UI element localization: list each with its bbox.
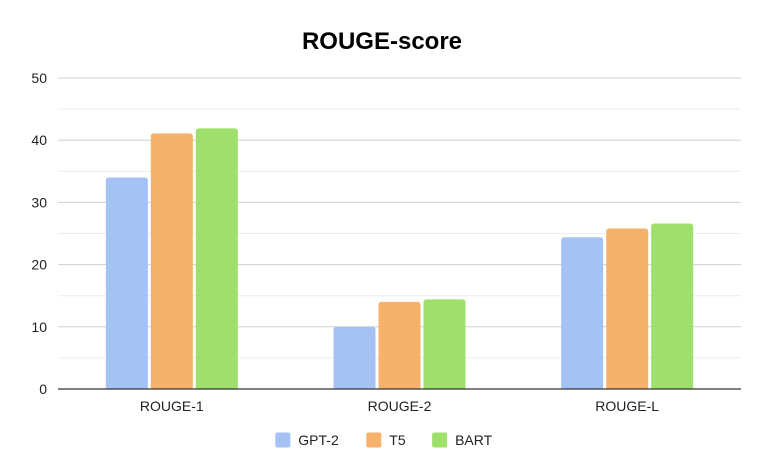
legend-label: T5 [389, 432, 406, 448]
legend: GPT-2 T5 BART [275, 432, 493, 448]
bar-t5-rouge-2 [378, 301, 421, 389]
bar-bart-rouge-2 [423, 299, 466, 389]
legend-label: GPT-2 [298, 432, 339, 448]
x-category-label: ROUGE-2 [368, 398, 432, 414]
y-axis-ticks: 0 10 20 30 40 50 [31, 70, 47, 397]
legend-swatch [366, 432, 382, 448]
legend-swatch [432, 432, 448, 448]
x-category-label: ROUGE-1 [140, 398, 204, 414]
legend-label: BART [455, 432, 493, 448]
y-tick-label: 20 [31, 257, 47, 273]
y-tick-label: 50 [31, 70, 47, 86]
bar-gpt-2-rouge-2 [333, 326, 376, 389]
bar-gpt-2-rouge-l [561, 237, 604, 389]
bar-bart-rouge-l [651, 223, 694, 389]
x-axis-categories: ROUGE-1 ROUGE-2 ROUGE-L [140, 398, 659, 414]
bar-bart-rouge-1 [195, 128, 238, 389]
bar-t5-rouge-l [606, 228, 649, 389]
y-tick-label: 30 [31, 194, 47, 210]
legend-swatch [275, 432, 291, 448]
y-tick-label: 40 [31, 132, 47, 148]
y-tick-label: 0 [39, 381, 47, 397]
bars [105, 128, 694, 389]
bar-gpt-2-rouge-1 [105, 177, 148, 389]
x-category-label: ROUGE-L [595, 398, 659, 414]
y-tick-label: 10 [31, 319, 47, 335]
bar-t5-rouge-1 [150, 133, 193, 389]
chart-title: ROUGE-score [302, 28, 462, 55]
